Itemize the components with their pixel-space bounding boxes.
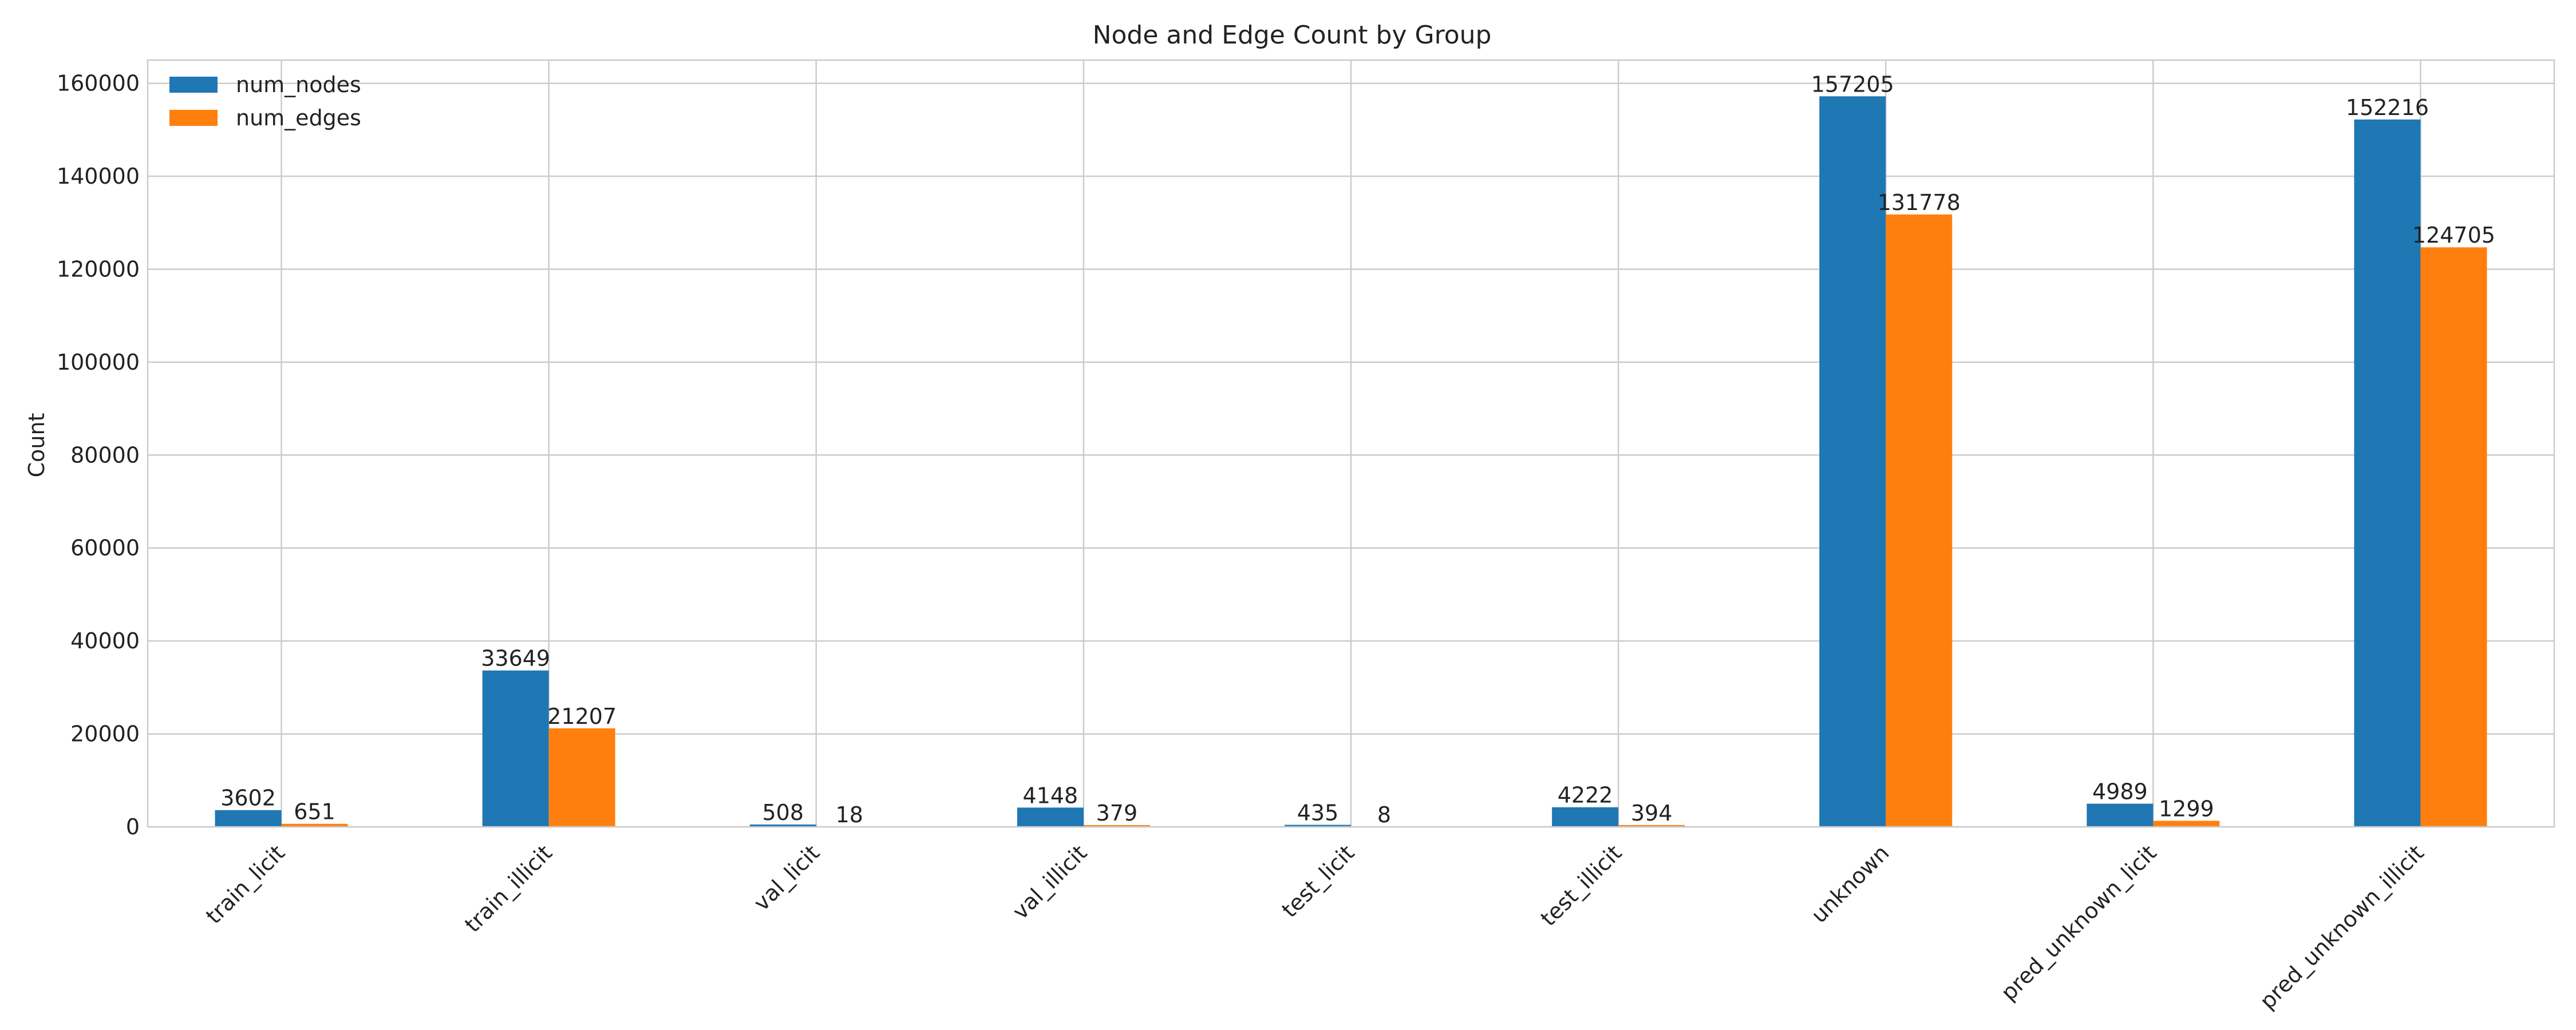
- num_edges-bar: [281, 823, 348, 827]
- num_edges-data-label: 394: [1631, 801, 1673, 826]
- num_edges-data-label: 1299: [2159, 796, 2214, 821]
- num_nodes-bar: [215, 810, 282, 827]
- legend-swatch-num_nodes: [169, 77, 218, 93]
- num_edges-data-label: 18: [836, 802, 863, 827]
- legend-label-num_nodes: num_nodes: [236, 72, 361, 97]
- num_nodes-data-label: 4148: [1023, 783, 1078, 808]
- num_nodes-data-label: 152216: [2346, 95, 2429, 120]
- y-tick-label: 0: [126, 814, 140, 839]
- num_nodes-bar: [2354, 119, 2421, 827]
- num_edges-data-label: 8: [1377, 802, 1391, 827]
- legend-label-num_edges: num_edges: [236, 105, 361, 130]
- num_nodes-data-label: 4222: [1558, 783, 1613, 808]
- y-tick-label: 80000: [70, 442, 140, 468]
- num_nodes-data-label: 33649: [481, 646, 550, 671]
- chart-title: Node and Edge Count by Group: [1093, 21, 1492, 50]
- y-tick-label: 40000: [70, 628, 140, 653]
- plot-frame: [147, 59, 2555, 828]
- y-tick-label: 60000: [70, 536, 140, 561]
- num_nodes-bar: [1017, 807, 1084, 827]
- num_nodes-bar: [1552, 807, 1619, 827]
- y-tick-label: 160000: [57, 71, 140, 96]
- num_nodes-bar: [482, 670, 549, 827]
- num_nodes-data-label: 4989: [2092, 779, 2148, 804]
- num_nodes-bar: [749, 824, 816, 827]
- legend-swatch-num_edges: [169, 110, 218, 126]
- num_edges-data-label: 131778: [1878, 190, 1961, 215]
- num_nodes-bar: [2087, 803, 2154, 827]
- num_nodes-bar: [1285, 825, 1351, 827]
- num_nodes-data-label: 435: [1297, 800, 1339, 825]
- y-tick-label: 120000: [57, 256, 140, 282]
- num_edges-bar: [1083, 825, 1150, 827]
- num_edges-data-label: 21207: [547, 704, 617, 729]
- num_edges-bar: [1886, 214, 1953, 827]
- num_edges-bar: [2153, 821, 2220, 827]
- y-tick-label: 100000: [57, 350, 140, 375]
- num_nodes-data-label: 3602: [220, 786, 276, 811]
- num_edges-data-label: 124705: [2412, 223, 2495, 248]
- num_nodes-bar: [1819, 96, 1886, 827]
- num_nodes-data-label: 508: [762, 800, 804, 825]
- num_nodes-data-label: 157205: [1811, 72, 1894, 97]
- num_edges-data-label: 651: [294, 799, 335, 825]
- num_edges-bar: [2420, 247, 2487, 827]
- y-tick-label: 20000: [70, 722, 140, 747]
- y-axis-ticks: 0 20000 40000 60000 80000 100000 120000 140000 1…: [57, 71, 140, 839]
- y-axis-label: Count: [24, 413, 49, 478]
- num_edges-bar: [1618, 825, 1685, 827]
- num_edges-bar: [548, 728, 615, 827]
- legend: num_nodes num_edges: [169, 72, 361, 130]
- bars: [215, 96, 2487, 827]
- num_edges-data-label: 379: [1096, 801, 1138, 826]
- data-labels: 3602 651 33649 21207 508 18 4148 379 435 8 4222 394…: [220, 72, 2495, 827]
- y-tick-label: 140000: [57, 164, 140, 189]
